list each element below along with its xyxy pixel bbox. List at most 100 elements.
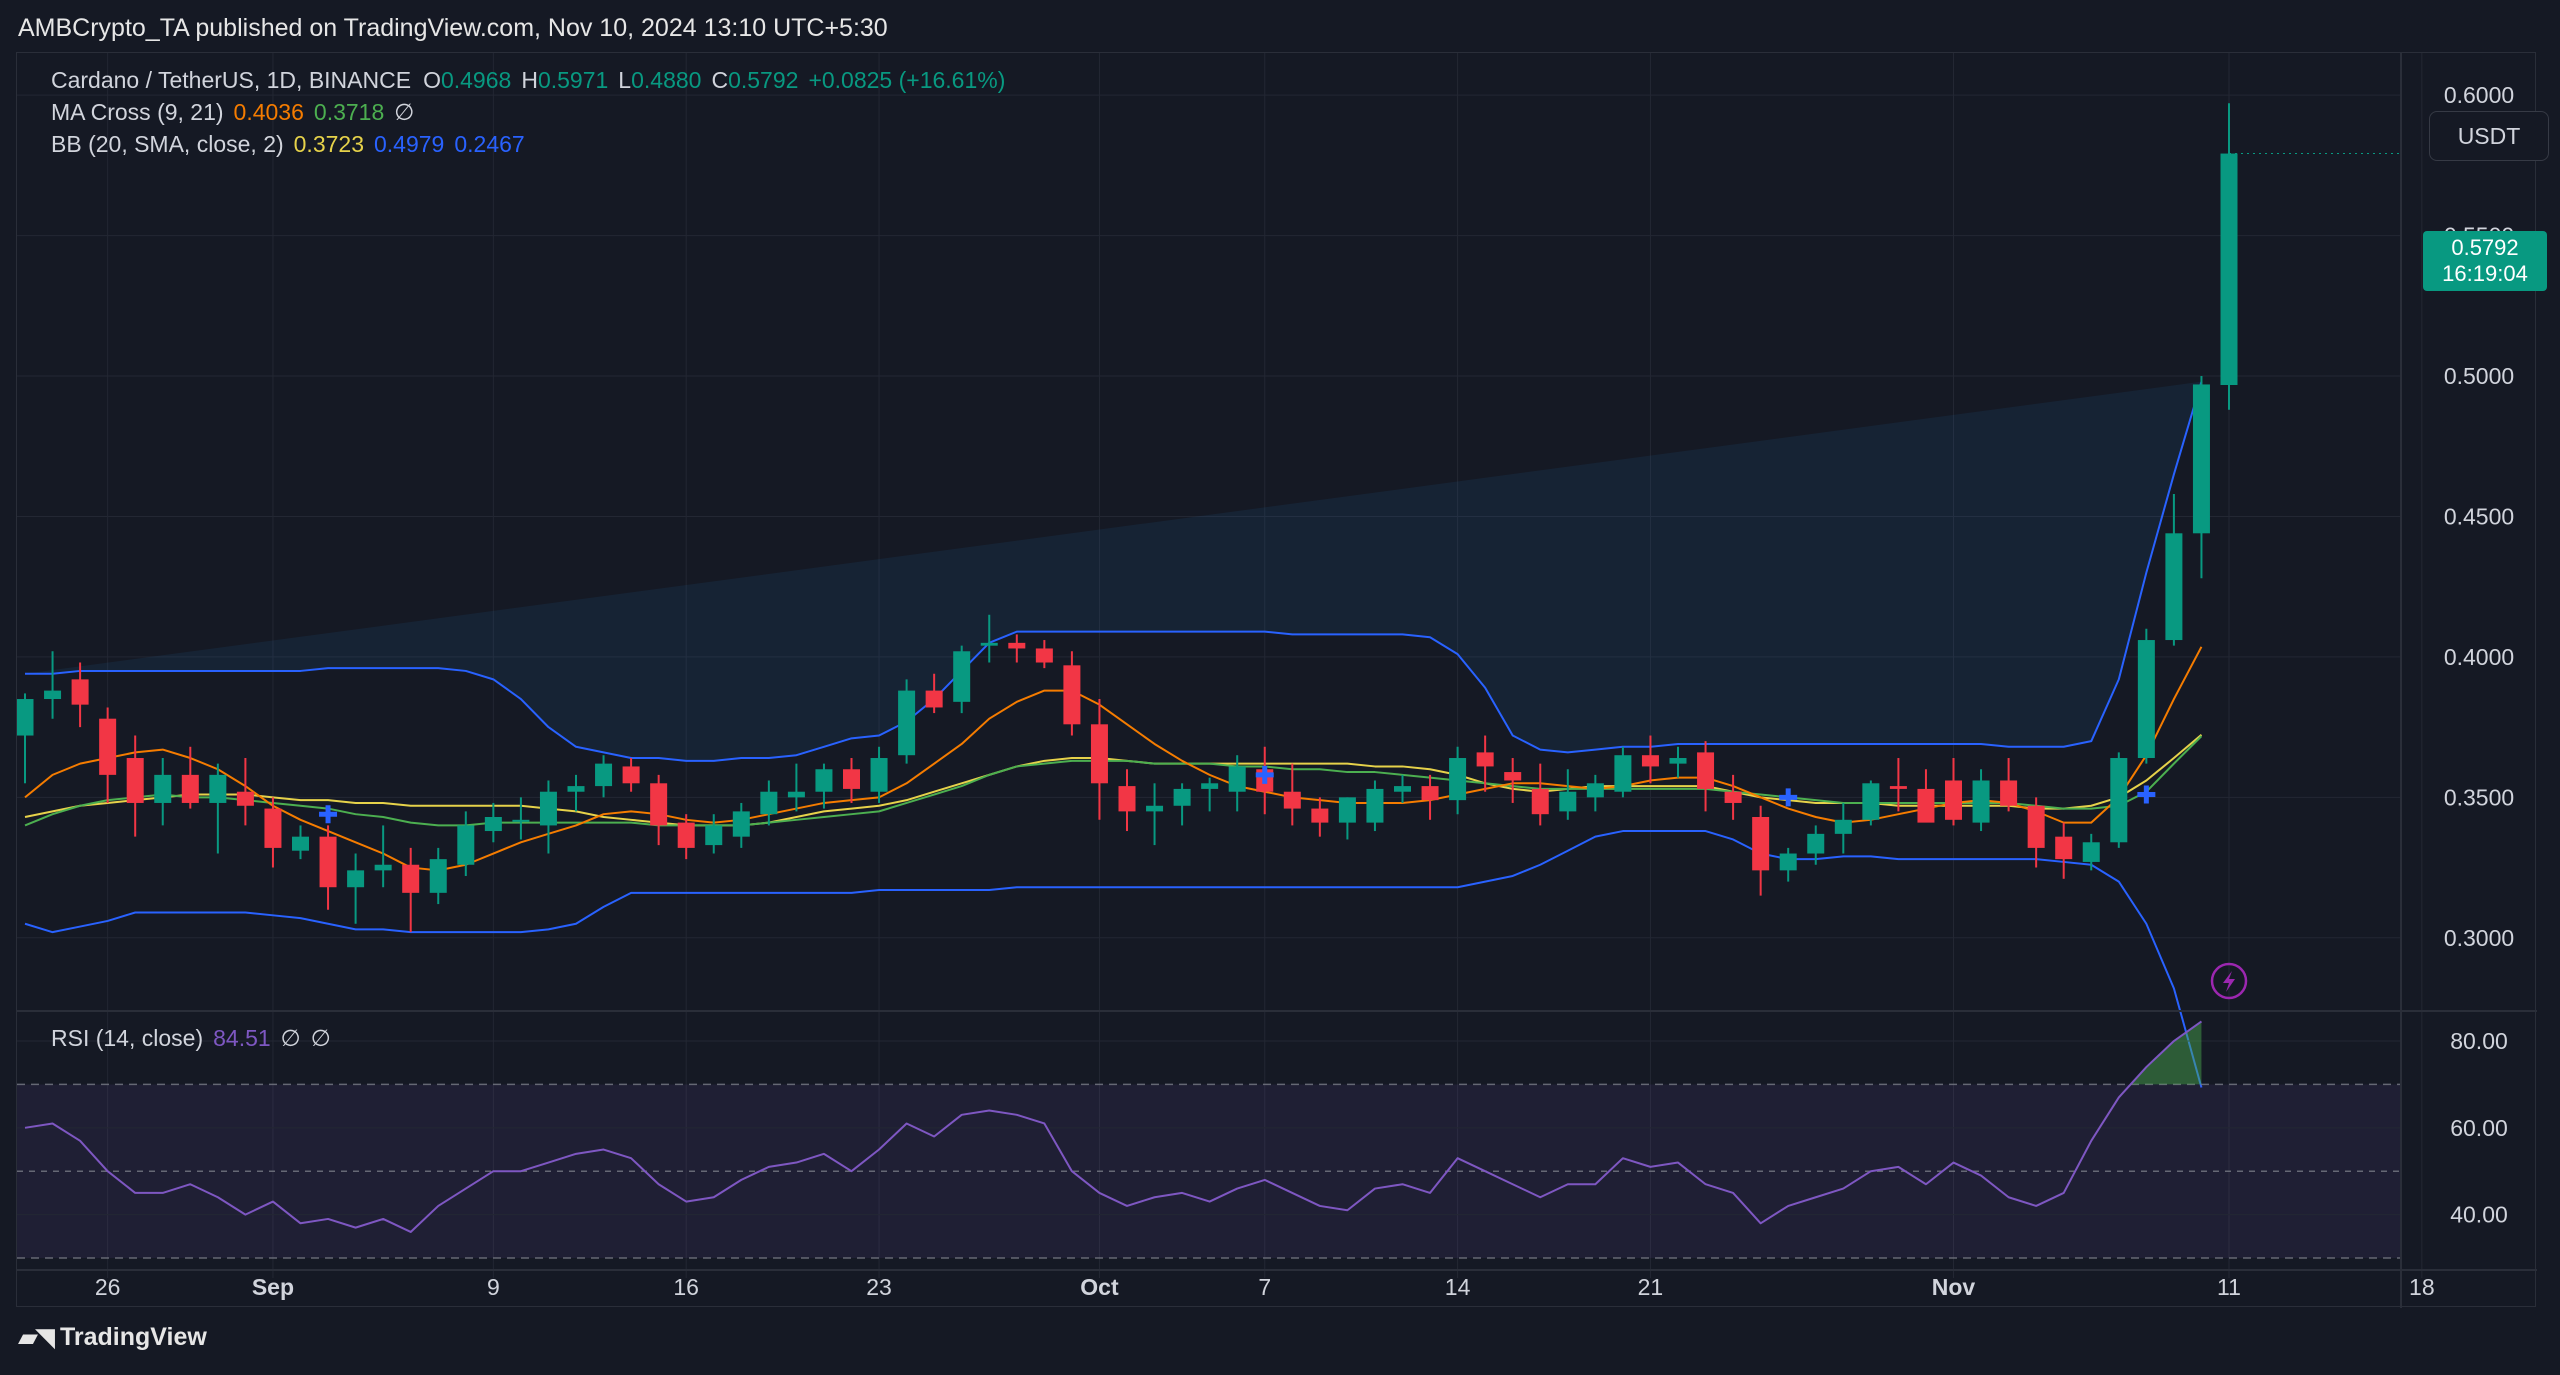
candle-down [71,679,89,705]
candle-down [1063,665,1081,725]
candle-up [1146,805,1164,812]
candle-up [429,859,447,893]
candle-down [181,774,199,803]
candle-down [650,783,668,826]
candle-up [44,690,62,700]
candle-down [1421,786,1439,801]
bb-upper-value: 0.4979 [374,131,445,157]
rsi-tick-label: 80.00 [2450,1028,2508,1054]
candle-up [512,819,530,822]
low-value: 0.4880 [631,67,702,93]
grid-lines [17,53,2423,1278]
bollinger-bands [24,381,2203,1088]
bb-lower-line [24,830,2203,1088]
legend-ma-row[interactable]: MA Cross (9, 21) 0.4036 0.3718 ∅ [51,99,414,126]
candle-down [622,766,640,784]
candle-down [1945,780,1962,820]
candle-up [1972,780,1990,823]
candle-up [1394,786,1411,792]
time-tick-label: 16 [673,1274,699,1300]
brand-label: TradingView [60,1323,207,1351]
candle-down [1311,808,1329,823]
candle-up [1614,755,1632,792]
close-label: C [711,67,729,93]
last-price-badge: 0.5792 16:19:04 [2423,231,2547,291]
candle-up [374,864,392,871]
currency-button[interactable]: USDT [2429,111,2549,161]
candle-up [1201,783,1219,789]
candle-up [1173,788,1191,806]
bb-lower-value: 0.2467 [454,131,525,157]
candle-down [1118,786,1136,812]
candle-up [1228,766,1246,792]
candle-down [925,690,943,708]
candle-down [2055,836,2073,860]
high-label: H [521,67,538,93]
candle-down [843,769,860,789]
candle-up [1338,797,1356,823]
publish-line: AMBCrypto_TA published on TradingView.co… [18,14,888,42]
flash-icon-bolt [2223,971,2235,992]
time-tick-label: Nov [1932,1274,1976,1300]
candle-up [567,786,585,792]
candle-down [264,808,282,848]
candles [17,103,2238,933]
chart-frame[interactable]: 0.30000.35000.40000.45000.50000.55000.60… [16,52,2549,1308]
candle-down [1641,755,1659,767]
last-price-value: 0.5792 [2451,235,2519,260]
candle-down [1724,791,1742,803]
ma-cross-label[interactable]: MA Cross (9, 21) [51,99,224,125]
candle-up [2192,384,2210,534]
ma-hidden-icon[interactable]: ∅ [394,99,415,125]
axes: 0.30000.35000.40000.45000.50000.55000.60… [17,53,2537,1308]
candle-down [1283,791,1301,809]
time-tick-label: 9 [487,1274,500,1300]
candle-up [2137,640,2155,759]
high-value: 0.5971 [537,67,609,93]
symbol-title[interactable]: Cardano / TetherUS, 1D, BINANCE [51,67,412,93]
time-tick-label: 26 [95,1274,121,1300]
time-tick-label: 7 [1258,1274,1271,1300]
open-label: O [423,67,441,93]
legend-bb-row[interactable]: BB (20, SMA, close, 2) 0.3723 0.4979 0.2… [51,131,525,158]
cross-marker [2137,785,2156,804]
time-tick-label: Sep [252,1274,294,1300]
candle-up [2110,758,2128,843]
price-tick-label: 0.6000 [2444,82,2514,108]
candle-down [319,836,337,888]
candle-up [2082,842,2100,862]
time-tick-label: Oct [1080,1274,1119,1300]
rsi-value: 84.51 [213,1025,271,1051]
tradingview-logo[interactable]: ▰◥ TradingView [18,1322,207,1353]
candle-up [980,642,998,646]
candle-up [787,791,805,798]
bb-basis-value: 0.3723 [293,131,364,157]
candle-down [1090,724,1108,784]
legend-symbol-row[interactable]: Cardano / TetherUS, 1D, BINANCE O0.4968 … [51,67,1005,94]
rsi-label[interactable]: RSI (14, close) [51,1025,204,1051]
bb-upper-line [25,381,2203,762]
candle-up [1559,791,1577,812]
candle-up [2165,533,2183,641]
tradingview-logo-icon: ▰◥ [18,1322,55,1352]
candle-down [1008,642,1026,649]
candle-up [539,791,557,826]
candle-up [347,870,365,888]
rsi-hidden-icon-2[interactable]: ∅ [310,1025,331,1051]
chart-canvas[interactable]: 0.30000.35000.40000.45000.50000.55000.60… [17,53,2537,1308]
candle-up [484,817,502,832]
low-label: L [618,67,632,93]
candle-down [1917,788,1935,823]
bb-label[interactable]: BB (20, SMA, close, 2) [51,131,284,157]
ma-slow-line [24,735,2203,827]
rsi-hidden-icon-1[interactable]: ∅ [280,1025,301,1051]
candle-down [402,864,420,893]
legend-rsi-row[interactable]: RSI (14, close) 84.51 ∅ ∅ [51,1025,331,1052]
candle-down [1889,786,1907,789]
candle-up [154,774,172,803]
price-tick-label: 0.4500 [2444,503,2514,529]
time-tick-label: 14 [1445,1274,1471,1300]
rsi-tick-label: 60.00 [2450,1115,2508,1141]
candle-up [1449,758,1467,801]
time-tick-label: 11 [2217,1274,2241,1300]
